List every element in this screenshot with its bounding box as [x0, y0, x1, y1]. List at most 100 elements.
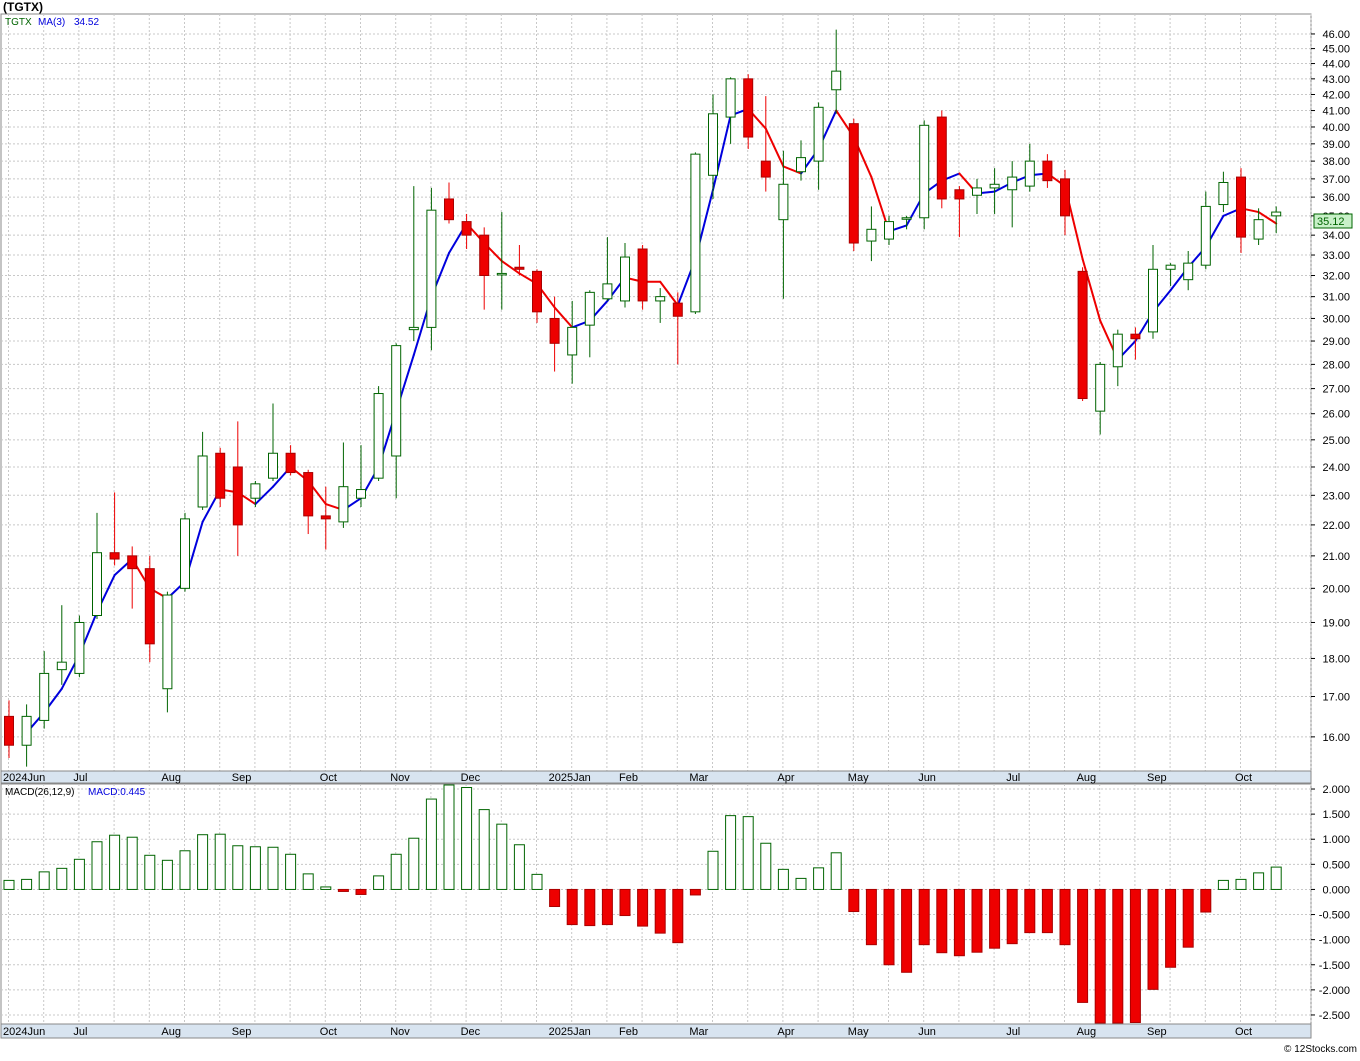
macd-bar: [373, 875, 385, 890]
price-tick-label: 24.00: [1322, 462, 1350, 474]
macd-bar: [1253, 872, 1265, 890]
candle-body: [1200, 205, 1211, 266]
price-tick-label: 45.00: [1322, 44, 1350, 56]
macd-bar: [725, 815, 737, 890]
candle-body: [1148, 268, 1158, 333]
candle-body: [1130, 333, 1141, 340]
candle-body: [215, 452, 226, 499]
macd-panel: 2.000 1.500 1.000 0.500 0.000 -0.500 -1.000 -1.…: [0, 783, 1350, 1025]
legend-ma-value: 34.52: [74, 17, 99, 28]
macd-bar: [531, 873, 543, 890]
date-tick-label: Mar: [689, 1026, 708, 1038]
macd-bar: [91, 841, 103, 890]
macd-bar: [971, 888, 983, 953]
date-tick-label: Jun: [918, 1026, 936, 1038]
price-tick-label: 44.00: [1322, 59, 1350, 71]
price-tick-label: 25.00: [1322, 435, 1350, 447]
macd-y-axis: 2.000 1.500 1.000 0.500 0.000 -0.500 -1.000 -1.…: [1311, 784, 1350, 1022]
macd-tick-label: -2.500: [1319, 1010, 1350, 1022]
macd-bar: [1006, 888, 1018, 945]
macd-bar: [425, 798, 437, 890]
macd-tick-label: -2.000: [1319, 985, 1350, 997]
candle-body: [320, 515, 331, 520]
candle-body: [813, 106, 824, 162]
price-tick-label: 43.00: [1322, 74, 1350, 86]
price-tick-label: 19.00: [1322, 617, 1350, 629]
macd-bar: [619, 888, 631, 917]
macd-bar: [1165, 888, 1177, 968]
candle-body: [338, 486, 349, 523]
candle-body: [1095, 363, 1106, 412]
macd-bar: [302, 873, 314, 890]
macd-bar: [953, 888, 965, 957]
date-tick-label: Oct: [320, 772, 337, 784]
date-tick-label: Sep: [1147, 1026, 1167, 1038]
candle-body: [672, 302, 683, 317]
candle-body: [373, 393, 384, 479]
macd-tick-label: 2.000: [1322, 784, 1350, 796]
date-tick-label: Aug: [161, 772, 181, 784]
candle-body: [1183, 262, 1194, 281]
watermark: © 12Stocks.com: [1284, 1044, 1357, 1055]
date-tick-label: Aug: [161, 1026, 181, 1038]
candle-body: [954, 189, 965, 200]
price-tick-label: 36.00: [1322, 192, 1350, 204]
date-tick-label: Jul: [1006, 772, 1020, 784]
price-tick-label: 28.00: [1322, 359, 1350, 371]
macd-bar: [1077, 888, 1089, 1003]
macd-legend-label: MACD(26,12,9): [5, 787, 74, 798]
date-band-bottom-bg: [0, 1023, 1312, 1039]
macd-bars: [3, 784, 1282, 1024]
date-tick-label: Sep: [232, 1026, 252, 1038]
macd-bar: [1059, 888, 1071, 946]
price-y-axis: 16.00 17.00 18.00 19.00 20.00 21.00 22.00 23.00…: [1311, 29, 1350, 744]
date-tick-label: Feb: [619, 772, 638, 784]
macd-bar: [1200, 888, 1212, 913]
macd-bar: [285, 853, 297, 890]
macd-bar: [549, 888, 561, 908]
macd-bar: [936, 888, 948, 954]
candle-body: [268, 452, 278, 479]
macd-bar: [73, 858, 85, 890]
candle-body: [250, 483, 261, 499]
date-axis-bottom: 2024Jun Jul Aug Sep Oct Nov Dec 2025Jan Feb Mar Ap…: [0, 1023, 1312, 1039]
ma3-segment: [1257, 211, 1278, 225]
date-tick-label: Feb: [619, 1026, 638, 1038]
macd-grid: [1, 784, 1312, 1024]
candle-body: [232, 466, 243, 526]
macd-bar: [355, 888, 367, 895]
candle-body: [549, 317, 560, 344]
macd-bar: [109, 834, 121, 890]
candle-body: [637, 248, 648, 302]
macd-bar: [1094, 888, 1106, 1024]
macd-bar: [689, 888, 701, 896]
macd-bar: [601, 888, 613, 926]
date-tick-label: 2025Jan: [549, 772, 591, 784]
macd-bar: [1217, 879, 1229, 890]
ma3-segment: [782, 165, 802, 175]
candle-body: [584, 291, 595, 326]
macd-bar: [56, 867, 68, 890]
candle-body: [1165, 264, 1176, 270]
macd-tick-label: -1.500: [1319, 960, 1350, 972]
date-tick-label: Oct: [1235, 772, 1252, 784]
ma3-segment: [553, 306, 574, 329]
price-panel: 16.00 17.00 18.00 19.00 20.00 21.00 22.00 23.00…: [0, 13, 1353, 772]
price-tick-label: 17.00: [1322, 692, 1350, 704]
macd-bar: [1147, 888, 1159, 990]
macd-bar: [830, 852, 842, 890]
macd-bar: [496, 823, 508, 890]
date-tick-label: Jul: [73, 1026, 87, 1038]
macd-bar: [848, 888, 860, 913]
date-axis-top: 2024Jun Jul Aug Sep Oct Nov Dec 2025Jan Feb Mar Ap…: [0, 770, 1312, 784]
macd-bar: [408, 837, 420, 890]
macd-bar: [566, 888, 578, 926]
price-tick-label: 22.00: [1322, 520, 1350, 532]
candle-body: [620, 256, 630, 302]
macd-bar: [461, 787, 473, 890]
macd-tick-label: 1.000: [1322, 834, 1350, 846]
date-tick-label: Mar: [689, 772, 708, 784]
candle-body: [796, 157, 806, 173]
candle-body: [919, 124, 930, 219]
macd-bar: [989, 888, 1001, 949]
